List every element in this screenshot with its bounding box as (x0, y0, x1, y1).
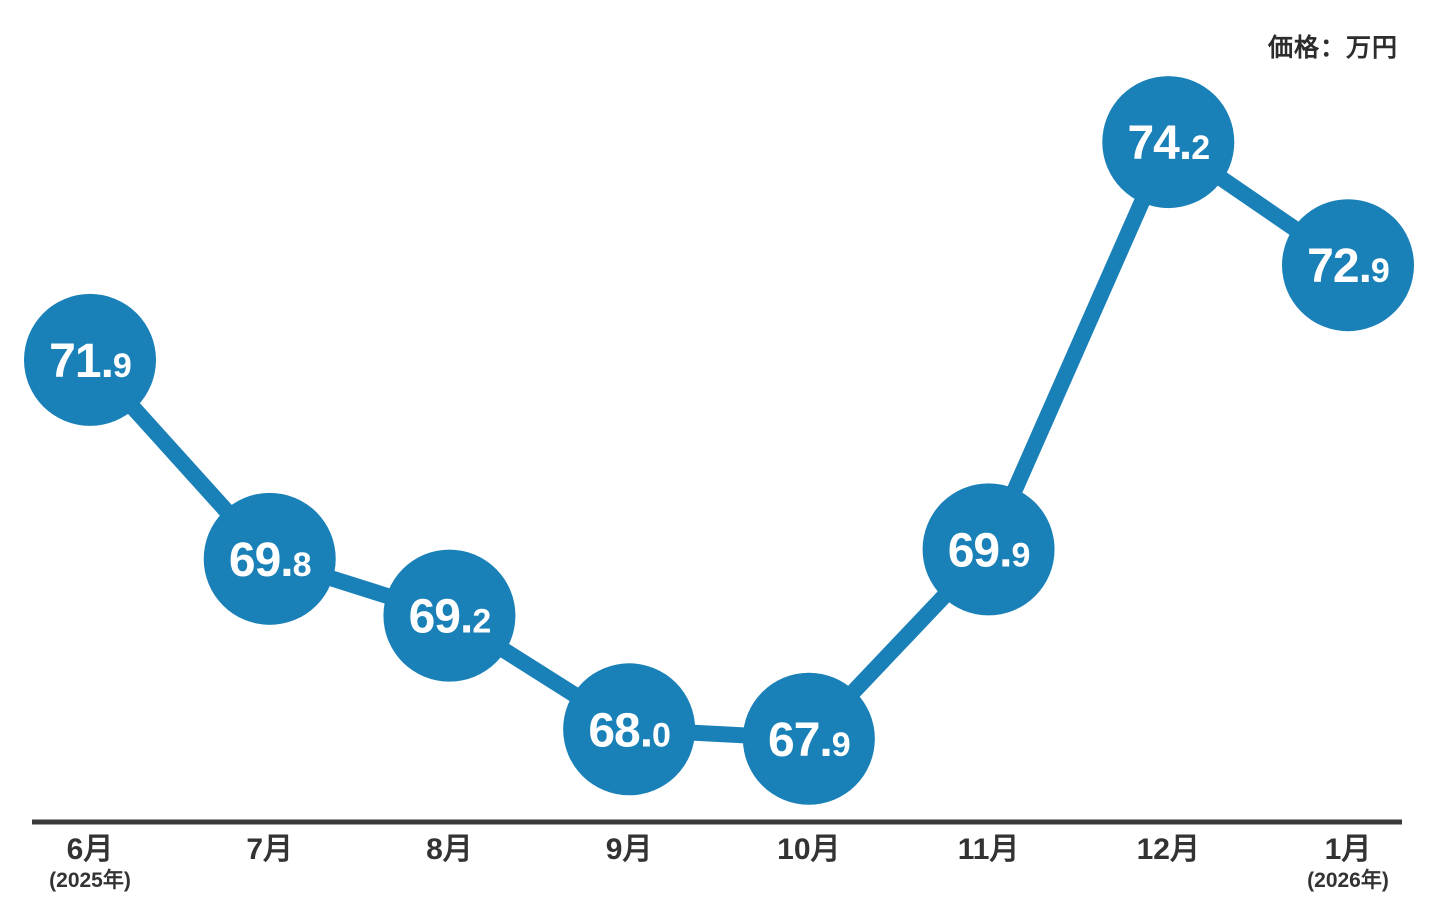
x-tick-label: 12月 (1137, 833, 1200, 866)
data-point-value: 71.9 (49, 335, 131, 388)
data-point-circle (742, 672, 875, 805)
x-tick-label: 11月 (958, 833, 1020, 866)
x-tick-label: 9月 (606, 833, 653, 866)
data-point-value: 69.2 (409, 591, 491, 644)
x-tick-year-note: (2026年) (1307, 868, 1389, 892)
data-point-value: 72.9 (1307, 240, 1389, 293)
data-point-value: 74.2 (1127, 117, 1209, 170)
data-point-circle (563, 663, 696, 796)
data-point-circle (1282, 199, 1414, 332)
data-point-value: 69.8 (229, 534, 311, 587)
data-point-value: 68.0 (588, 704, 670, 757)
data-point-circle (24, 293, 156, 426)
x-tick-label: 1月 (1325, 833, 1372, 866)
data-point-circle (922, 483, 1055, 616)
data-point-value: 67.9 (768, 714, 850, 767)
x-tick-label: 7月 (246, 833, 293, 866)
data-point-circle (203, 492, 336, 625)
x-tick-label: 6月 (67, 833, 114, 866)
data-point-circle (383, 549, 516, 682)
trend-line (84, 130, 1353, 747)
x-tick-label: 10月 (777, 833, 840, 866)
x-tick-label: 8月 (426, 833, 473, 866)
data-point-circle (1102, 76, 1235, 209)
chart-unit-label: 価格：万円 (1267, 34, 1398, 62)
x-tick-year-note: (2025年) (49, 868, 131, 892)
data-point-value: 69.9 (948, 524, 1030, 577)
